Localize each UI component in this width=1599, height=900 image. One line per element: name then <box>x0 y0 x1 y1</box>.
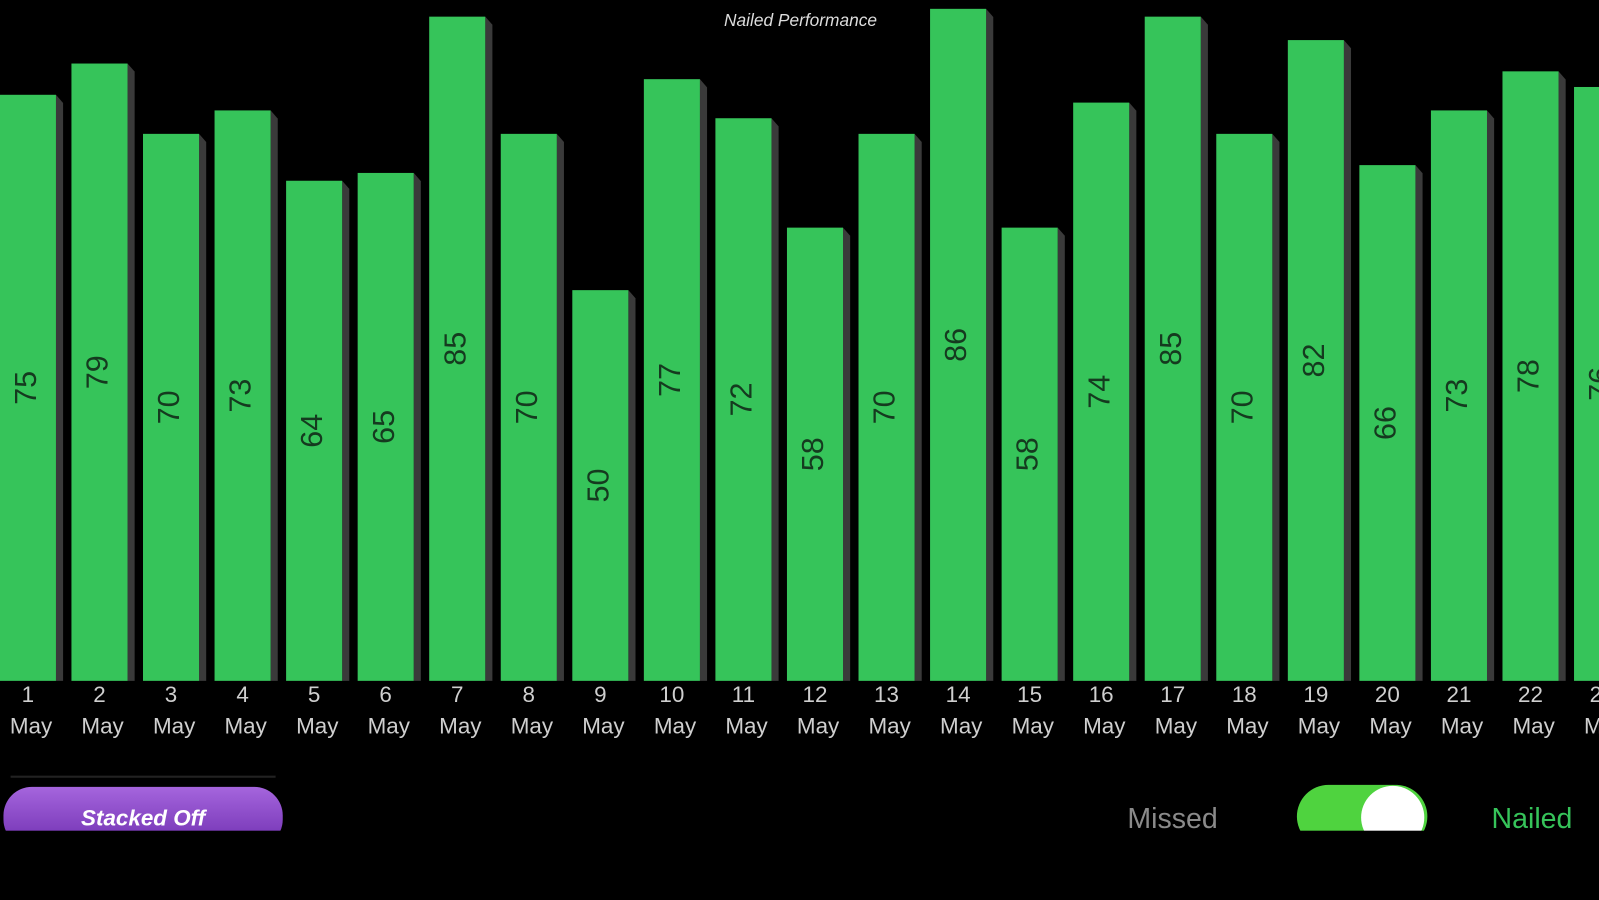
bar-side <box>1200 16 1208 681</box>
value-label: 73 <box>224 379 258 413</box>
x-tick-label: 20 May <box>1363 682 1412 739</box>
value-label: 50 <box>581 469 615 503</box>
bar-side <box>55 94 64 681</box>
bar-side <box>628 290 636 681</box>
x-tick-label: 1 May <box>4 682 53 739</box>
x-tick-label: 9 May <box>576 682 625 739</box>
bar <box>1502 71 1559 681</box>
bar <box>286 180 343 681</box>
bar <box>214 110 271 681</box>
x-tick-label: 4 May <box>218 682 267 739</box>
bar-side <box>699 79 708 681</box>
value-label: 85 <box>1154 332 1188 366</box>
bar <box>71 63 128 681</box>
bar <box>1073 102 1130 681</box>
value-label: 65 <box>367 410 401 444</box>
nailed-label: Nailed <box>1492 803 1573 835</box>
bar <box>429 16 486 681</box>
value-label: 85 <box>438 332 472 366</box>
bar <box>1216 133 1273 681</box>
x-tick-label: 3 May <box>147 682 196 739</box>
value-label: 76 <box>1583 367 1599 401</box>
x-tick-label: 16 May <box>1077 682 1126 739</box>
bar <box>142 133 200 681</box>
x-tick-label: 22 May <box>1506 682 1555 739</box>
bar <box>930 8 987 681</box>
x-tick-label: 18 May <box>1220 682 1269 739</box>
bar-side <box>127 63 135 681</box>
x-tick-label: 2 May <box>75 682 124 739</box>
bar <box>500 133 557 681</box>
bar-side <box>485 16 493 681</box>
value-label: 70 <box>1225 390 1259 424</box>
value-label: 86 <box>939 328 973 362</box>
bar <box>1001 227 1058 681</box>
bar-side <box>199 133 207 681</box>
bottom-bar <box>0 830 1599 900</box>
x-tick-label: 23 May <box>1578 682 1599 739</box>
value-label: 82 <box>1297 343 1331 377</box>
stacked-button-label[interactable]: Stacked Off <box>81 805 208 830</box>
bar <box>0 94 56 681</box>
chart-title: Nailed Performance <box>724 10 877 30</box>
bar-side <box>843 227 851 681</box>
bar <box>1574 86 1599 681</box>
plot: 75 1 May 79 2 May 70 3 May 73 4 May 64 5 May 65 6 M… <box>0 8 1599 739</box>
bar-side <box>1415 165 1423 681</box>
x-tick-label: 7 May <box>433 682 482 739</box>
bar <box>643 79 700 681</box>
x-tick-label: 12 May <box>791 682 840 739</box>
bar-side <box>1057 227 1065 681</box>
value-label: 64 <box>295 414 329 448</box>
missed-label: Missed <box>1127 803 1217 835</box>
value-label: 72 <box>725 383 759 417</box>
bar <box>1430 110 1487 681</box>
x-tick-label: 17 May <box>1148 682 1197 739</box>
value-label: 79 <box>81 355 115 389</box>
bar <box>1359 165 1416 681</box>
value-label: 58 <box>796 437 830 471</box>
bar-side <box>556 133 564 681</box>
x-tick-label: 11 May <box>719 682 768 739</box>
bar-side <box>1129 102 1137 681</box>
x-tick-label: 13 May <box>862 682 911 739</box>
bar <box>715 118 772 681</box>
bar-side <box>342 180 350 681</box>
value-label: 70 <box>868 390 902 424</box>
bar-side <box>413 172 421 681</box>
bar-side <box>1558 71 1566 681</box>
bar <box>858 133 915 681</box>
x-tick-label: 10 May <box>648 682 697 739</box>
bar-side <box>1343 40 1352 681</box>
x-tick-label: 14 May <box>934 682 983 739</box>
value-label: 58 <box>1011 437 1045 471</box>
bar <box>572 290 629 681</box>
value-label: 77 <box>653 363 687 397</box>
value-label: 78 <box>1512 359 1546 393</box>
value-label: 70 <box>152 390 186 424</box>
bar-side <box>1486 110 1495 681</box>
value-label: 74 <box>1082 375 1116 409</box>
bar <box>1144 16 1201 681</box>
x-tick-label: 5 May <box>290 682 339 739</box>
bar <box>786 227 844 681</box>
bar <box>1287 40 1344 681</box>
bar-side <box>1272 133 1280 681</box>
value-label: 70 <box>510 390 544 424</box>
bar-side <box>771 118 779 681</box>
bar-side <box>270 110 278 681</box>
value-label: 66 <box>1368 406 1402 440</box>
x-tick-label: 15 May <box>1005 682 1054 739</box>
bar-side <box>914 133 922 681</box>
value-label: 73 <box>1440 379 1474 413</box>
value-label: 75 <box>9 371 43 405</box>
x-tick-label: 6 May <box>361 682 410 739</box>
bar-side <box>986 8 994 681</box>
bar <box>357 172 414 681</box>
x-tick-label: 19 May <box>1292 682 1341 739</box>
x-tick-label: 8 May <box>505 682 554 739</box>
x-tick-label: 21 May <box>1435 682 1484 739</box>
